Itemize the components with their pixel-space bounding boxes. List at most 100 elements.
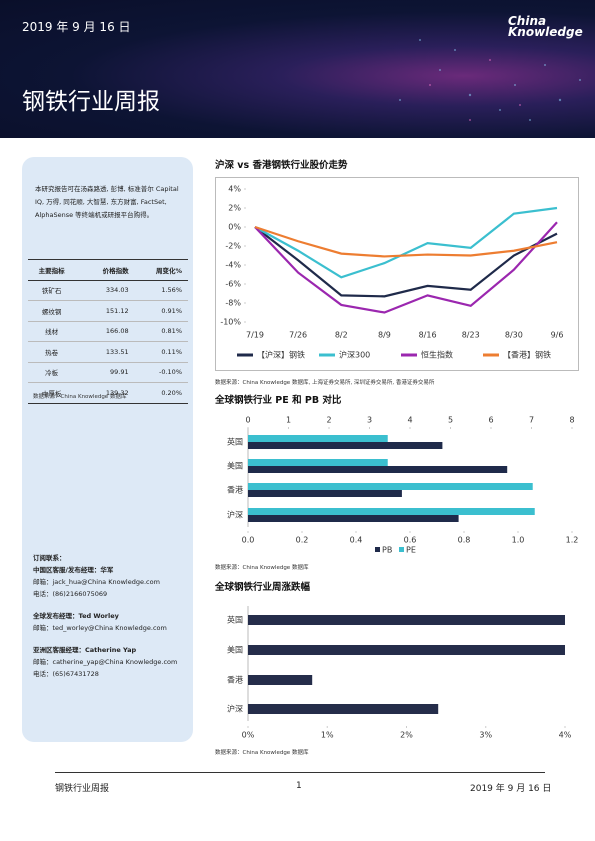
y-tick-label: -2% (225, 242, 241, 251)
x-tick-label: 7/19 (246, 331, 264, 340)
page-number: 1 (296, 781, 302, 791)
contacts-title: 订阅联系： (33, 554, 66, 562)
chart-title: 全球钢铁行业 PE 和 PB 对比 (215, 395, 342, 406)
x2-tick-label: 4 (407, 416, 412, 425)
table-row: 铁矿石 334.03 1.56% (28, 280, 188, 301)
x-tick-label: 0.4 (350, 536, 363, 545)
x-tick-label: 8/16 (419, 331, 437, 340)
legend-swatch (375, 547, 380, 552)
table-row: 冷板 99.91 -0.10% (28, 362, 188, 383)
table-cell: 0.91% (161, 306, 182, 315)
table-source: 数据来源：China Knowledge 数据库 (33, 394, 127, 400)
x2-tick-label: 5 (448, 416, 453, 425)
y-tick-label: 2% (228, 204, 241, 213)
x2-tick-label: 7 (529, 416, 534, 425)
chart-title: 沪深 vs 香港钢铁行业股价走势 (215, 160, 348, 171)
table-cell: 99.91 (110, 368, 129, 377)
footer-rule (55, 772, 545, 773)
chart-frame (215, 177, 579, 371)
x-tick-label: 8/9 (378, 331, 391, 340)
series-line (254, 221, 558, 314)
category-label: 香港 (227, 485, 243, 495)
table-cell: 133.51 (105, 347, 129, 356)
category-label: 香港 (227, 675, 243, 685)
table-cell: 螺纹钢 (41, 307, 62, 316)
y-tick-label: -10% (220, 318, 241, 327)
x2-tick-label: 3 (367, 416, 372, 425)
bar (248, 675, 313, 685)
table-cell: 0.11% (161, 347, 182, 356)
contact-email: 邮箱：ted_worley@China Knowledge.com (33, 624, 167, 632)
bar (248, 515, 459, 522)
sidebar (22, 157, 193, 742)
category-label: 沪深 (227, 704, 243, 714)
table-header: 周变化% (155, 266, 182, 275)
x-tick-label: 9/6 (551, 331, 564, 340)
x-tick-label: 1% (321, 731, 334, 740)
chart-source: 数据来源：China Knowledge 数据库, 上海证券交易所, 深圳证券交… (215, 380, 435, 386)
footer-left: 钢铁行业周报 (55, 784, 110, 794)
table-cell: -0.10% (159, 368, 182, 377)
series-line (254, 225, 558, 258)
date: 2019 年 9 月 16 日 (22, 20, 131, 34)
contact-group: 亚洲区客服经理：Catherine Yap 邮箱：catherine_yap@Ch… (33, 644, 177, 680)
footer-right: 2019 年 9 月 16 日 (470, 784, 552, 794)
category-label: 英国 (227, 615, 243, 625)
x-tick-label: 8/2 (335, 331, 348, 340)
table-row: 线材 166.08 0.81% (28, 321, 188, 342)
contact-role: 中国区客服/发布经理：华军 (33, 566, 114, 574)
table-cell: 151.12 (105, 306, 129, 315)
chart-title: 全球钢铁行业周涨跌幅 (215, 582, 311, 593)
category-label: 沪深 (227, 510, 243, 520)
title: 钢铁行业周报 (22, 89, 160, 115)
bar (248, 459, 388, 466)
table-header: 主要指标 (38, 266, 65, 275)
x-tick-label: 0.6 (404, 536, 417, 545)
bar (248, 442, 443, 449)
table-cell: 线材 (45, 328, 59, 337)
x-tick-label: 2% (400, 731, 413, 740)
x2-tick-label: 6 (488, 416, 493, 425)
legend-label: 沪深300 (339, 350, 370, 360)
contact-group: 中国区客服/发布经理：华军邮箱：jack_hua@China Knowledge… (33, 564, 177, 600)
x-tick-label: 0.0 (242, 536, 255, 545)
contact-group: 全球发布经理：Ted Worley 邮箱：ted_worley@China Kno… (33, 610, 177, 634)
bar (248, 483, 533, 490)
x-tick-label: 0% (242, 731, 255, 740)
x-tick-label: 1.2 (566, 536, 579, 545)
table-cell: 139.32 (105, 388, 129, 397)
category-label: 美国 (227, 461, 243, 471)
legend-label: PE (406, 546, 416, 555)
x2-tick-label: 8 (569, 416, 574, 425)
intro: 本研究报告可在汤森路透, 彭博, 标准普尔 Capital IQ, 万得, 同花… (35, 185, 179, 219)
y-tick-label: 4% (228, 185, 241, 194)
x-tick-label: 0.2 (296, 536, 309, 545)
contact-email: 邮箱：jack_hua@China Knowledge.com (33, 578, 160, 586)
legend-label: PB (382, 546, 392, 555)
category-label: 英国 (227, 437, 243, 447)
bar (248, 615, 565, 625)
bar (248, 645, 565, 655)
legend-label: 【香港】钢铁 (503, 350, 551, 360)
table-cell: 0.20% (161, 388, 182, 397)
price-table: 主要指标 价格指数 周变化% 铁矿石 334.03 1.56% 螺纹钢 151.12 0.91… (28, 259, 188, 404)
table-header: 价格指数 (102, 266, 129, 275)
banner: 2019 年 9 月 16 日 China Knowledge 钢铁行业周报 (0, 0, 595, 138)
x2-tick-label: 2 (326, 416, 331, 425)
bar (248, 435, 388, 442)
legend-label: 恒生指数 (421, 350, 453, 360)
y-tick-label: -6% (225, 280, 241, 289)
table-cell: 冷板 (45, 369, 59, 378)
bar (248, 490, 402, 497)
table-row: 中厚板 139.32 0.20% (28, 382, 188, 404)
bar (248, 704, 439, 714)
x-tick-label: 4% (559, 731, 572, 740)
x-tick-label: 1.0 (512, 536, 525, 545)
bar (248, 466, 508, 473)
table-cell: 334.03 (105, 286, 129, 295)
y-tick-label: -4% (225, 261, 241, 270)
logo-text: Knowledge (508, 25, 583, 39)
x-tick-label: 8/23 (462, 331, 480, 340)
